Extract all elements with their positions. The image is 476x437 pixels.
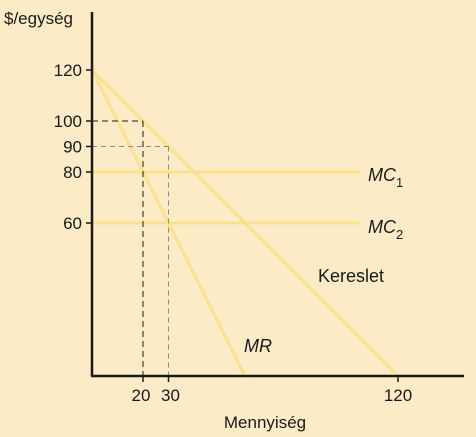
y-tick-label-90: 90 [63, 138, 82, 157]
lines-layer [90, 68, 400, 378]
ticks-layer: 120 100 90 80 60 20 30 120 [54, 61, 413, 405]
mc2-label: MC2 [368, 217, 403, 242]
mc1-label: MC1 [368, 165, 403, 190]
y-axis-title: $/egység [4, 9, 73, 28]
mr-label: MR [244, 336, 272, 356]
labels-layer: Kereslet MR MC1 MC2 [244, 165, 403, 356]
guides-layer [92, 120, 169, 376]
axes-layer [90, 12, 464, 378]
demand-label: Kereslet [318, 266, 384, 286]
y-tick-label-60: 60 [63, 214, 82, 233]
x-axis-title: Mennyiség [224, 413, 306, 432]
x-tick-label-30: 30 [161, 386, 180, 405]
y-tick-label-100: 100 [54, 112, 82, 131]
y-tick-label-120: 120 [54, 61, 82, 80]
x-tick-label-120: 120 [384, 386, 412, 405]
x-tick-label-20: 20 [132, 386, 151, 405]
y-tick-label-80: 80 [63, 163, 82, 182]
